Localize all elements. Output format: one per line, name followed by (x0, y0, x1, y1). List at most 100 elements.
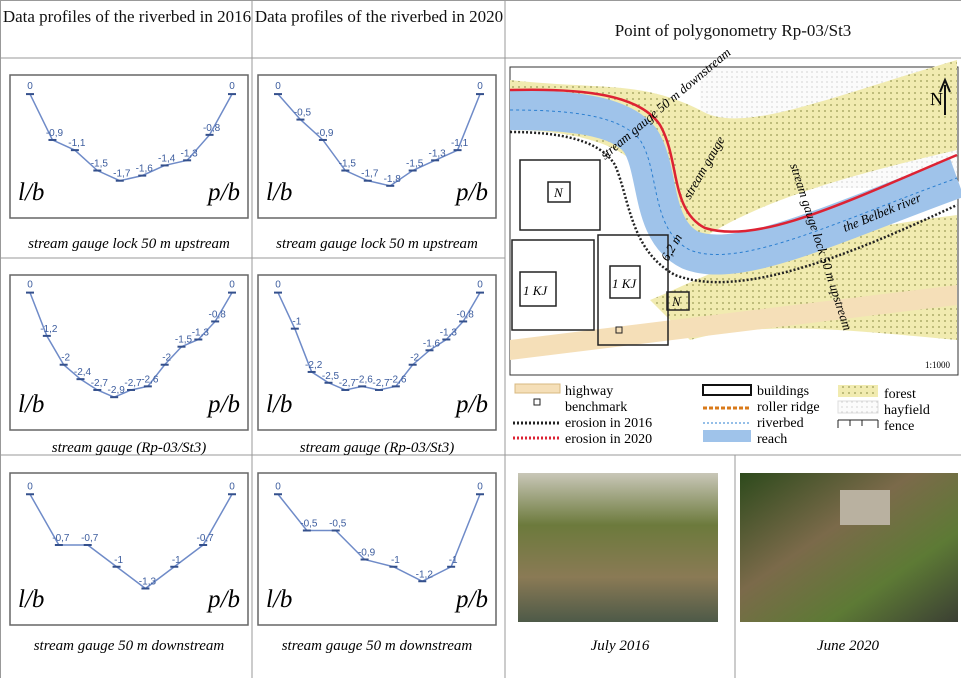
legend-label: reach (757, 432, 787, 447)
value-label: 0 (229, 481, 235, 492)
value-label: -1,3 (180, 148, 198, 159)
value-label: -2,7 (339, 378, 357, 389)
value-label: -2 (410, 353, 419, 364)
value-label: -1 (292, 317, 301, 328)
bank-label: l/b (266, 586, 292, 613)
benchmark-icon (615, 326, 623, 334)
chart-frame (257, 472, 497, 626)
map-legend (513, 383, 879, 442)
value-label: -0,8 (203, 123, 221, 134)
value-label: -2,7 (372, 378, 390, 389)
value-label: -0,7 (81, 533, 99, 544)
value-label: -1,7 (113, 169, 131, 180)
value-label: -1 (172, 555, 181, 566)
buildings (511, 159, 690, 346)
legend-label: buildings (757, 384, 809, 399)
value-label: -2,2 (305, 360, 323, 371)
bank-label: l/b (18, 586, 44, 613)
value-label: -2,6 (389, 374, 407, 385)
chart-frame (9, 74, 249, 219)
value-label: -1 (114, 555, 123, 566)
photo-caption: July 2016 (591, 638, 650, 654)
map-label: N (930, 89, 943, 109)
value-label: -2,7 (124, 378, 142, 389)
legend-label: roller ridge (757, 400, 820, 415)
value-label: 0 (477, 280, 483, 291)
value-label: -2,6 (141, 374, 159, 385)
value-label: 0 (477, 481, 483, 492)
chart-caption: stream gauge (Rp-03/St3) (52, 440, 206, 456)
erosion-line (509, 88, 958, 233)
chart-frame (257, 74, 497, 219)
value-label: 0 (229, 81, 235, 92)
value-label: -2 (61, 353, 70, 364)
value-label: -1,7 (361, 169, 379, 180)
bank-label: p/b (206, 586, 240, 613)
legend-label: hayfield (884, 403, 930, 418)
chart-caption: stream gauge 50 m downstream (34, 638, 225, 654)
legend-label: fence (884, 419, 914, 434)
value-label: -1,6 (423, 338, 441, 349)
value-label: -1,2 (40, 324, 58, 335)
map-label: 1 KJ (523, 283, 548, 298)
erosion-line (509, 130, 958, 284)
chart-frame (9, 274, 249, 431)
value-label: -0,8 (457, 309, 475, 320)
value-label: -1,5 (339, 159, 357, 170)
value-label: 0 (229, 280, 235, 291)
value-label: -0,5 (294, 108, 312, 119)
map-label: 1 KJ (612, 276, 637, 291)
value-label: -1,2 (416, 569, 434, 580)
map (509, 60, 961, 376)
photo-caption: June 2020 (817, 638, 880, 654)
chart-caption: stream gauge (Rp-03/St3) (300, 440, 454, 456)
profile-line (29, 93, 233, 182)
value-label: -1,1 (68, 138, 86, 149)
profile-line (277, 493, 481, 583)
value-label: -1,3 (428, 148, 446, 159)
value-label: 0 (275, 81, 281, 92)
legend-label: riverbed (757, 416, 804, 431)
chart-frame (257, 274, 497, 431)
legend-label: erosion in 2020 (565, 432, 652, 447)
value-label: 0 (27, 280, 33, 291)
value-label: -0,7 (197, 533, 215, 544)
photo-house (840, 490, 890, 525)
value-label: -1,5 (91, 159, 109, 170)
value-label: -0,9 (316, 128, 334, 139)
value-label: 0 (275, 280, 281, 291)
column-header: Data profiles of the riverbed in 2016 (2, 7, 252, 26)
value-label: -0,5 (300, 519, 318, 530)
bank-label: l/b (18, 179, 44, 206)
profile-line (29, 493, 233, 590)
value-label: -0,8 (209, 309, 227, 320)
value-label: -2,5 (322, 371, 340, 382)
value-label: -1 (391, 555, 400, 566)
value-label: -1,3 (192, 327, 210, 338)
legend-label: highway (565, 384, 613, 399)
bank-label: p/b (454, 586, 488, 613)
value-label: -1,6 (136, 164, 154, 175)
bank-label: l/b (266, 391, 292, 418)
chart-caption: stream gauge lock 50 m upstream (276, 236, 478, 252)
chart-caption: stream gauge lock 50 m upstream (28, 236, 230, 252)
value-label: 0 (27, 81, 33, 92)
legend-label: erosion in 2016 (565, 416, 652, 431)
value-label: -2,7 (91, 378, 109, 389)
value-label: -0,9 (46, 128, 64, 139)
value-label: -2,9 (108, 385, 126, 396)
value-label: -1,5 (175, 335, 193, 346)
photo (518, 473, 718, 622)
value-label: -1 (449, 555, 458, 566)
value-label: -1,4 (158, 153, 176, 164)
value-label: -2,6 (356, 374, 374, 385)
column-header: Data profiles of the riverbed in 2020 (254, 7, 504, 26)
value-label: 0 (27, 481, 33, 492)
north-arrow (939, 77, 951, 115)
value-label: -1,3 (139, 577, 157, 588)
profile-line (277, 93, 481, 187)
map-label: 1:1000 (925, 360, 951, 370)
value-label: -1,8 (384, 174, 402, 185)
